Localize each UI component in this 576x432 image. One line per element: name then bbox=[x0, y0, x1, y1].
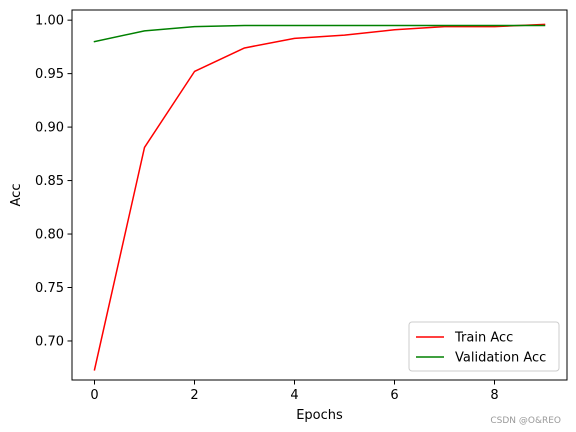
validation-acc-line bbox=[93, 24, 546, 43]
series-layer bbox=[93, 23, 546, 371]
x-tick-label: 8 bbox=[490, 388, 498, 403]
watermark: CSDN @O&REO bbox=[490, 416, 561, 426]
y-tick-label: 1.00 bbox=[35, 14, 64, 29]
y-tick-label: 0.85 bbox=[35, 174, 64, 189]
x-tick-label: 6 bbox=[390, 388, 398, 403]
x-tick-label: 0 bbox=[90, 388, 98, 403]
legend-label-train: Train Acc bbox=[454, 331, 513, 346]
y-tick-label: 0.75 bbox=[35, 281, 64, 296]
y-axis-label: Acc bbox=[9, 184, 24, 207]
y-tick-label: 0.90 bbox=[35, 121, 64, 136]
ticks-layer: 0 2 4 6 8 0.70 0.75 0.80 0.85 0.90 0.95 1.00 bbox=[35, 14, 499, 403]
y-tick-label: 0.95 bbox=[35, 67, 64, 82]
x-tick-label: 2 bbox=[190, 388, 198, 403]
legend-box bbox=[408, 321, 560, 372]
y-tick-label: 0.80 bbox=[35, 228, 64, 243]
y-tick-label: 0.70 bbox=[35, 334, 64, 349]
legend: Train Acc Validation Acc bbox=[408, 321, 560, 372]
x-axis-label: Epochs bbox=[296, 408, 343, 423]
legend-label-validation: Validation Acc bbox=[455, 351, 546, 366]
plot-frame bbox=[71, 9, 568, 381]
train-acc-line bbox=[93, 23, 546, 371]
plot-area-background bbox=[72, 10, 567, 380]
x-tick-label: 4 bbox=[290, 388, 298, 403]
